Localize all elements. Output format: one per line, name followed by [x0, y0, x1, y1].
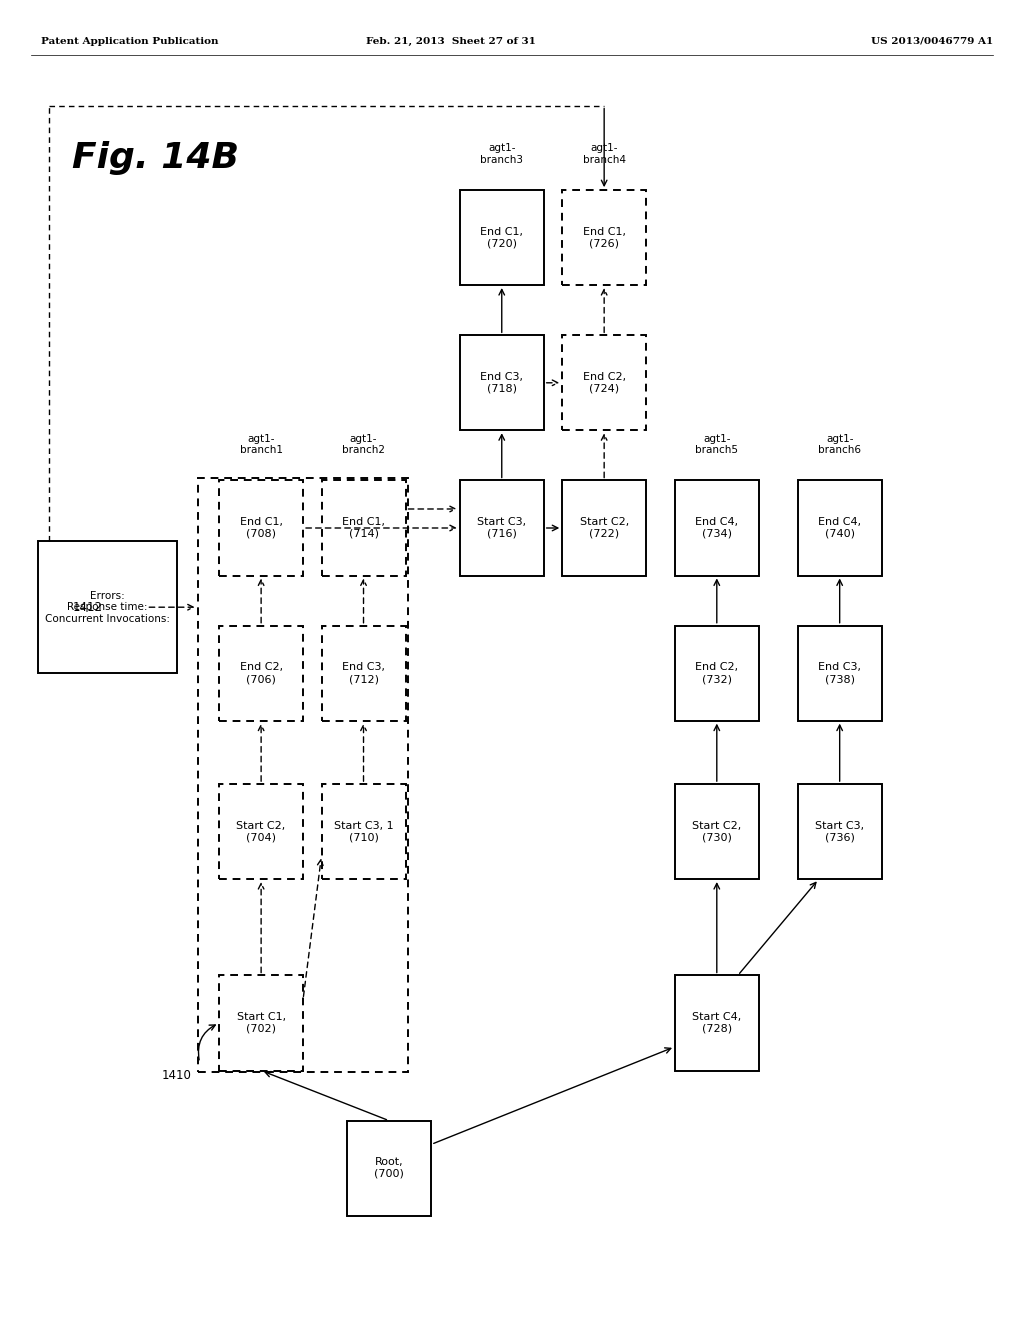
Text: agt1-
branch3: agt1- branch3 — [480, 144, 523, 165]
FancyBboxPatch shape — [675, 784, 759, 879]
Text: agt1-
branch4: agt1- branch4 — [583, 144, 626, 165]
FancyBboxPatch shape — [219, 480, 303, 576]
Text: 1410: 1410 — [162, 1069, 191, 1082]
FancyBboxPatch shape — [460, 480, 544, 576]
Text: Start C1,
(702): Start C1, (702) — [237, 1012, 286, 1034]
Text: End C1,
(726): End C1, (726) — [583, 227, 626, 248]
Text: Start C2,
(722): Start C2, (722) — [580, 517, 629, 539]
Text: agt1-
branch5: agt1- branch5 — [695, 434, 738, 455]
Text: End C2,
(724): End C2, (724) — [583, 372, 626, 393]
FancyBboxPatch shape — [38, 541, 176, 673]
Text: End C3,
(712): End C3, (712) — [342, 663, 385, 684]
FancyBboxPatch shape — [219, 975, 303, 1071]
Text: Start C3, 1
(710): Start C3, 1 (710) — [334, 821, 393, 842]
Text: End C4,
(740): End C4, (740) — [818, 517, 861, 539]
FancyBboxPatch shape — [460, 190, 544, 285]
FancyBboxPatch shape — [675, 626, 759, 721]
Text: Start C4,
(728): Start C4, (728) — [692, 1012, 741, 1034]
Text: Start C3,
(736): Start C3, (736) — [815, 821, 864, 842]
Text: End C4,
(734): End C4, (734) — [695, 517, 738, 539]
FancyBboxPatch shape — [322, 784, 406, 879]
FancyBboxPatch shape — [675, 975, 759, 1071]
FancyBboxPatch shape — [562, 480, 646, 576]
Text: Start C2,
(730): Start C2, (730) — [692, 821, 741, 842]
FancyBboxPatch shape — [460, 335, 544, 430]
Text: End C1,
(714): End C1, (714) — [342, 517, 385, 539]
Text: agt1-
branch1: agt1- branch1 — [240, 434, 283, 455]
Text: Start C2,
(704): Start C2, (704) — [237, 821, 286, 842]
FancyBboxPatch shape — [798, 626, 882, 721]
Text: End C2,
(732): End C2, (732) — [695, 663, 738, 684]
FancyBboxPatch shape — [322, 626, 406, 721]
Text: agt1-
branch2: agt1- branch2 — [342, 434, 385, 455]
Text: Start C3,
(716): Start C3, (716) — [477, 517, 526, 539]
Text: Root,
(700): Root, (700) — [374, 1158, 404, 1179]
Text: End C2,
(706): End C2, (706) — [240, 663, 283, 684]
FancyBboxPatch shape — [347, 1121, 431, 1216]
FancyBboxPatch shape — [219, 784, 303, 879]
Text: End C1,
(720): End C1, (720) — [480, 227, 523, 248]
FancyBboxPatch shape — [798, 784, 882, 879]
FancyBboxPatch shape — [798, 480, 882, 576]
Text: End C1,
(708): End C1, (708) — [240, 517, 283, 539]
FancyBboxPatch shape — [562, 335, 646, 430]
Text: agt1-
branch6: agt1- branch6 — [818, 434, 861, 455]
FancyBboxPatch shape — [562, 190, 646, 285]
Text: 1412: 1412 — [73, 601, 102, 614]
Text: Fig. 14B: Fig. 14B — [72, 141, 239, 176]
Text: Feb. 21, 2013  Sheet 27 of 31: Feb. 21, 2013 Sheet 27 of 31 — [366, 37, 536, 46]
Text: Patent Application Publication: Patent Application Publication — [41, 37, 218, 46]
Text: End C3,
(738): End C3, (738) — [818, 663, 861, 684]
FancyBboxPatch shape — [219, 626, 303, 721]
FancyBboxPatch shape — [322, 480, 406, 576]
Text: Errors:
Response time:
Concurrent Invocations:: Errors: Response time: Concurrent Invoca… — [45, 590, 170, 624]
Text: End C3,
(718): End C3, (718) — [480, 372, 523, 393]
FancyBboxPatch shape — [675, 480, 759, 576]
Text: US 2013/0046779 A1: US 2013/0046779 A1 — [871, 37, 993, 46]
